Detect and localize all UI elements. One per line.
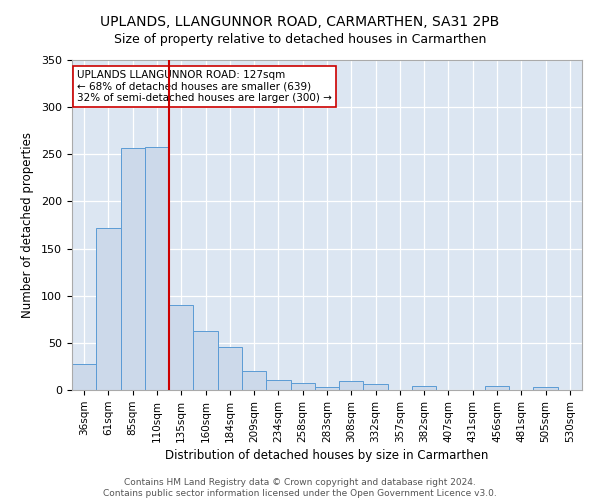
Bar bbox=[315, 387, 339, 390]
Bar bbox=[169, 305, 193, 390]
Bar bbox=[339, 380, 364, 390]
Bar bbox=[218, 346, 242, 390]
Bar bbox=[193, 330, 218, 390]
Text: Contains HM Land Registry data © Crown copyright and database right 2024.
Contai: Contains HM Land Registry data © Crown c… bbox=[103, 478, 497, 498]
Bar bbox=[145, 146, 169, 390]
Bar bbox=[533, 387, 558, 390]
Bar bbox=[412, 386, 436, 390]
Text: Size of property relative to detached houses in Carmarthen: Size of property relative to detached ho… bbox=[114, 32, 486, 46]
Bar bbox=[485, 386, 509, 390]
Bar bbox=[290, 384, 315, 390]
Y-axis label: Number of detached properties: Number of detached properties bbox=[21, 132, 34, 318]
Bar bbox=[364, 384, 388, 390]
Text: UPLANDS, LLANGUNNOR ROAD, CARMARTHEN, SA31 2PB: UPLANDS, LLANGUNNOR ROAD, CARMARTHEN, SA… bbox=[100, 15, 500, 29]
X-axis label: Distribution of detached houses by size in Carmarthen: Distribution of detached houses by size … bbox=[166, 449, 488, 462]
Bar bbox=[266, 380, 290, 390]
Bar bbox=[121, 148, 145, 390]
Bar bbox=[242, 371, 266, 390]
Text: UPLANDS LLANGUNNOR ROAD: 127sqm
← 68% of detached houses are smaller (639)
32% o: UPLANDS LLANGUNNOR ROAD: 127sqm ← 68% of… bbox=[77, 70, 332, 103]
Bar bbox=[96, 228, 121, 390]
Bar bbox=[72, 364, 96, 390]
